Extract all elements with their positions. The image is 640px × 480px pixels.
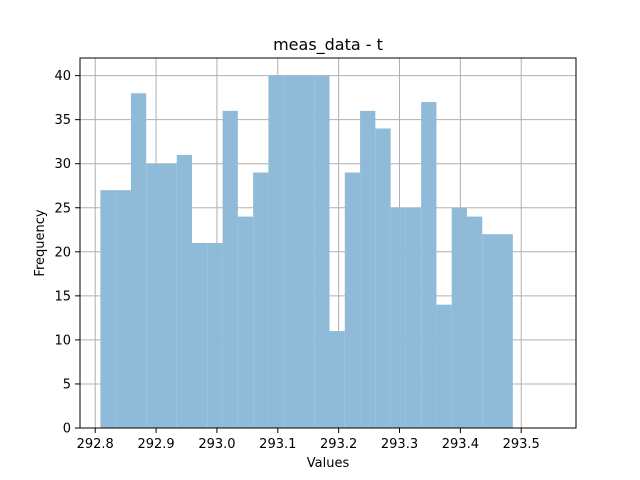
x-axis-label: Values [307,456,350,471]
histogram-bar-8 [222,110,238,428]
histogram-bar-11 [268,75,284,428]
histogram-bar-21 [421,102,437,429]
histogram-bar-12 [283,75,299,428]
histogram-bar-4 [161,163,177,428]
x-tick-label-4: 293.2 [320,437,357,452]
histogram-bar-25 [482,234,498,428]
histogram-bar-23 [451,207,468,428]
histogram-bar-22 [436,304,452,428]
axes-frame [79,57,577,429]
histogram-bar-15 [329,331,345,428]
y-tick-label-4: 20 [54,245,71,260]
histogram-bar-2 [130,93,147,428]
histogram-bar-0 [100,190,116,428]
histogram-bar-6 [192,243,208,428]
y-tick-label-6: 30 [54,157,71,172]
x-tick-label-5: 293.3 [381,437,418,452]
x-tick-label-3: 293.1 [259,437,296,452]
histogram-bar-3 [146,163,162,428]
histogram-bar-10 [253,172,269,428]
chart-title: meas_data - t [273,35,383,55]
histogram-bar-18 [375,128,391,428]
y-tick-label-3: 15 [54,289,71,304]
histogram-bar-5 [176,154,193,428]
histogram-bar-17 [360,110,376,428]
histogram-bar-16 [344,172,361,428]
y-tick-label-0: 0 [63,422,71,437]
x-axis-ticks: 292.8 292.9 293.0 293.1 293.2 293.3 293.4 293.5 [77,428,540,452]
histogram-bar-19 [390,207,406,428]
y-tick-label-7: 35 [54,113,71,128]
y-tick-label-8: 40 [54,69,71,84]
x-tick-label-6: 293.4 [442,437,479,452]
y-tick-label-5: 25 [54,201,71,216]
y-axis-ticks: 0 5 10 15 20 25 30 35 40 [54,69,80,437]
x-tick-label-0: 292.8 [77,437,114,452]
histogram-bars [100,75,513,429]
histogram-bar-7 [207,243,223,428]
histogram-bar-1 [115,190,131,428]
y-tick-label-2: 10 [54,333,71,348]
histogram-bar-14 [314,75,330,428]
histogram-bar-20 [405,207,422,428]
histogram-bar-13 [298,75,315,428]
x-tick-label-1: 292.9 [137,437,174,452]
x-tick-label-2: 293.0 [198,437,235,452]
x-tick-label-7: 293.5 [503,437,540,452]
histogram-bar-9 [237,216,254,428]
histogram-bar-24 [467,216,483,428]
histogram-bar-26 [497,234,513,428]
y-tick-label-1: 5 [63,377,71,392]
y-axis-label: Frequency [33,209,48,276]
